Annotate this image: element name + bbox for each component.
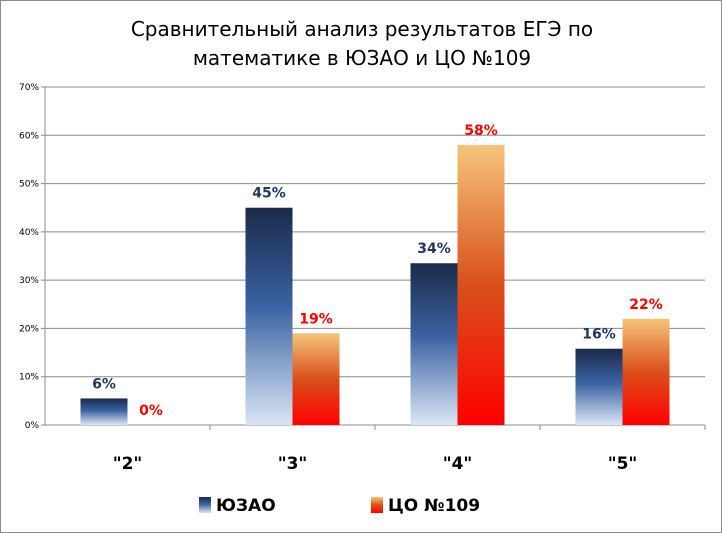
chart-title-line-1: Сравнительный анализ результатов ЕГЭ по [130,17,594,41]
legend-swatch [199,497,211,513]
bar-series1 [80,398,128,425]
y-tick-label: 30% [19,276,39,286]
bar-series1 [410,263,458,425]
x-category-label: "4" [443,454,473,474]
data-label: 16% [582,327,616,343]
chart-title-line-2: математике в ЮЗАО и ЦО №109 [192,46,532,70]
bar-series1 [575,348,623,425]
bar-series2 [457,144,505,425]
y-tick-label: 10% [19,373,39,383]
data-label: 34% [417,241,451,257]
y-tick-label: 70% [19,83,39,93]
bar-series2 [292,333,340,425]
legend: ЮЗАО ЦО №109 [199,496,480,516]
data-label: 22% [629,297,663,313]
legend-swatch [371,497,383,513]
data-label: 45% [252,186,286,202]
legend-label: ЦО №109 [388,496,480,516]
x-category-label: "2" [113,454,143,474]
y-tick-label: 50% [19,180,39,190]
data-label: 58% [464,123,498,139]
chart-title: Сравнительный анализ результатов ЕГЭ по … [1,15,722,73]
data-labels: 6% 0% 45% 19% 34% 58% 16% 22% [92,123,663,419]
y-tick-label: 0% [25,421,40,431]
x-category-labels: "2" "3" "4" "5" [113,454,638,474]
legend-label: ЮЗАО [216,496,276,516]
x-category-label: "5" [608,454,638,474]
data-label: 0% [139,403,163,419]
data-label: 19% [299,311,333,327]
bars [80,144,670,425]
x-category-label: "3" [278,454,308,474]
y-tick-label: 60% [19,131,39,141]
bar-series1 [245,207,293,425]
data-label: 6% [92,376,116,392]
y-tick-label: 40% [19,228,39,238]
y-tick-label: 20% [19,324,39,334]
bar-series2 [622,318,670,425]
y-tick-labels: 0% 10% 20% 30% 40% 50% 60% 70% [19,83,39,431]
